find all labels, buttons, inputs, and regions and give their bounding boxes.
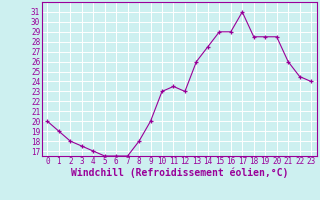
X-axis label: Windchill (Refroidissement éolien,°C): Windchill (Refroidissement éolien,°C) [70, 168, 288, 178]
